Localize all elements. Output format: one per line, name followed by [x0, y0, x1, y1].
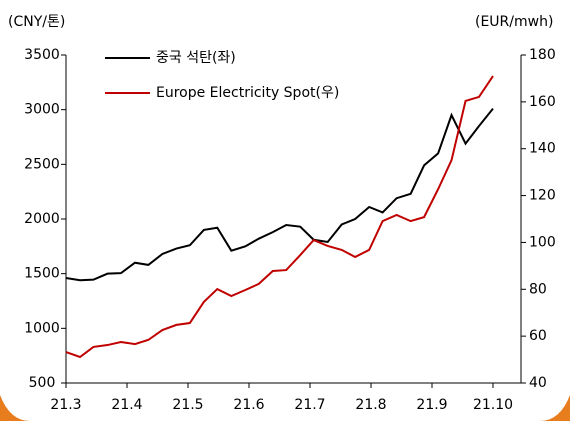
y2-tick-label: 60 [529, 328, 547, 344]
y-tick-label: 2000 [24, 211, 60, 227]
y-axis-label: (CNY/톤) [8, 14, 65, 30]
y2-tick-label: 140 [529, 141, 556, 157]
y-tick-label: 2500 [24, 156, 60, 172]
x-tick-label: 21.10 [473, 397, 513, 413]
x-tick-label: 21.6 [233, 397, 264, 413]
y-tick-label: 500 [29, 375, 56, 391]
corner-decoration [540, 395, 570, 421]
x-tick-label: 21.7 [294, 397, 325, 413]
y2-tick-label: 120 [529, 188, 556, 204]
series-line [65, 107, 494, 282]
legend-label: Europe Electricity Spot(우) [156, 85, 339, 101]
x-tick-label: 21.8 [355, 397, 386, 413]
y-tick-label: 1500 [24, 266, 60, 282]
x-tick-label: 21.5 [172, 397, 203, 413]
x-tick-label: 21.4 [111, 397, 142, 413]
x-tick-label: 21.9 [416, 397, 447, 413]
y2-tick-label: 80 [529, 281, 547, 297]
y-tick-label: 3000 [24, 102, 60, 118]
y2-tick-label: 100 [529, 234, 556, 250]
y2-axis-label: (EUR/mwh) [475, 14, 553, 30]
series-line [65, 75, 494, 359]
y2-tick-label: 180 [529, 47, 556, 63]
x-tick-label: 21.3 [50, 397, 81, 413]
y-tick-label: 3500 [24, 47, 60, 63]
y2-tick-label: 160 [529, 94, 556, 110]
legend-label: 중국 석탄(좌) [156, 50, 236, 66]
corner-decoration [0, 395, 30, 421]
y-tick-label: 1000 [24, 320, 60, 336]
y2-tick-label: 40 [529, 375, 547, 391]
